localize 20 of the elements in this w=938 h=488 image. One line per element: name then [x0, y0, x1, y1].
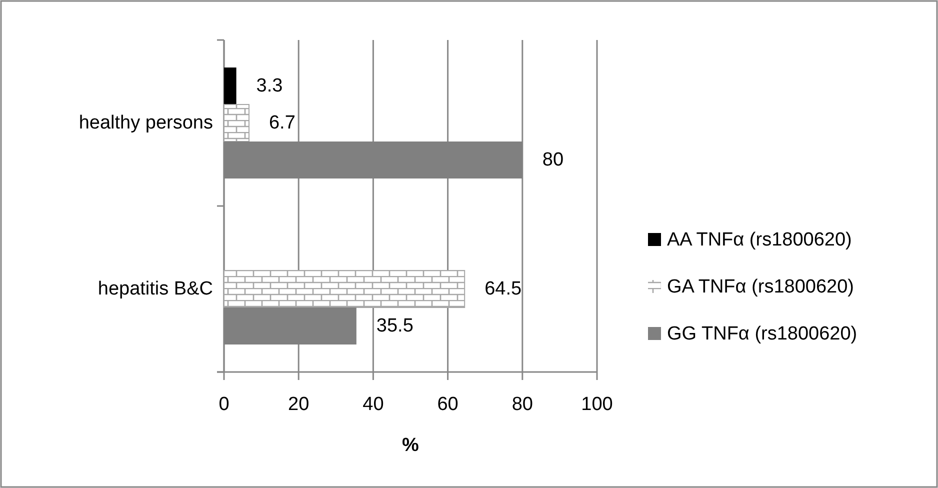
- bar: [224, 68, 236, 104]
- legend-label: GA TNFα (rs1800620): [667, 276, 854, 298]
- x-tick-label: 20: [288, 394, 310, 415]
- data-label: 3.3: [256, 76, 283, 96]
- x-tick-label: 40: [362, 394, 384, 415]
- bar: [224, 104, 250, 142]
- data-label: 80: [542, 150, 564, 170]
- y-tick-label: healthy persons: [78, 112, 213, 134]
- x-tick-label: 60: [437, 394, 458, 415]
- x-tick-label: 0: [218, 394, 230, 415]
- x-tick-label: 80: [512, 394, 533, 415]
- data-label: 6.7: [268, 112, 296, 134]
- x-tick-label: 100: [581, 394, 613, 415]
- y-tick-label: hepatitis B&C: [98, 278, 213, 300]
- x-axis-title: %: [402, 435, 420, 456]
- data-label: 35.5: [376, 316, 414, 336]
- data-label: 64.5: [484, 278, 522, 300]
- legend-label: AA TNFα (rs1800620): [667, 230, 852, 250]
- legend-label: GG TNFα (rs1800620): [667, 324, 858, 344]
- bar: [224, 270, 466, 308]
